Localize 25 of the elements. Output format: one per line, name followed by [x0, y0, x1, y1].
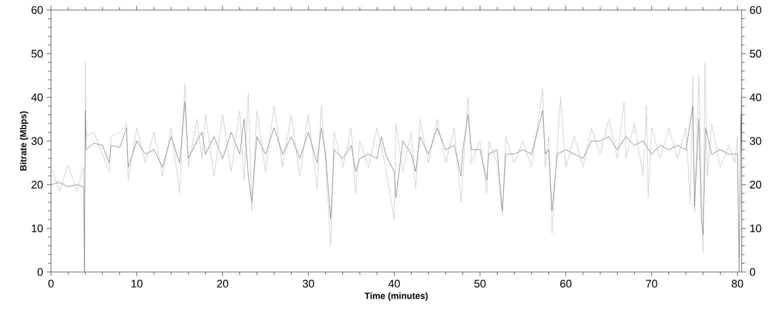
x-tick-label: 0 [48, 280, 54, 288]
y-tick-label: 20 [32, 180, 43, 189]
x-tick-label: 50 [474, 280, 486, 288]
x-tick-label: 10 [132, 280, 142, 288]
y2-tick-label: 20 [750, 180, 762, 189]
y2-tick-label: 60 [750, 6, 762, 14]
y2-tick-label: 50 [750, 50, 762, 58]
y2-tick-label: 30 [750, 137, 762, 145]
x-tick-label: 70 [646, 280, 658, 288]
x-tick-label: 40 [388, 280, 400, 288]
y-tick-label: 0 [38, 268, 43, 276]
y-tick-label: 40 [31, 93, 43, 102]
y2-tick-label: 40 [750, 93, 762, 102]
y-tick-label: 60 [32, 6, 43, 14]
y-axis-title: Bitrate (Mbps) [20, 111, 28, 171]
x-tick-label: 80 [732, 280, 744, 288]
x-tick-label: 60 [560, 280, 572, 288]
y-tick-label: 50 [31, 50, 43, 58]
x-tick-label: 30 [302, 280, 314, 288]
y-tick-label: 10 [32, 224, 43, 232]
y2-tick-label: 0 [750, 268, 756, 276]
x-axis-title: Time (minutes) [364, 292, 428, 301]
y-tick-label: 30 [31, 137, 43, 145]
x-tick-label: 20 [217, 280, 228, 288]
y2-tick-label: 10 [750, 224, 762, 232]
